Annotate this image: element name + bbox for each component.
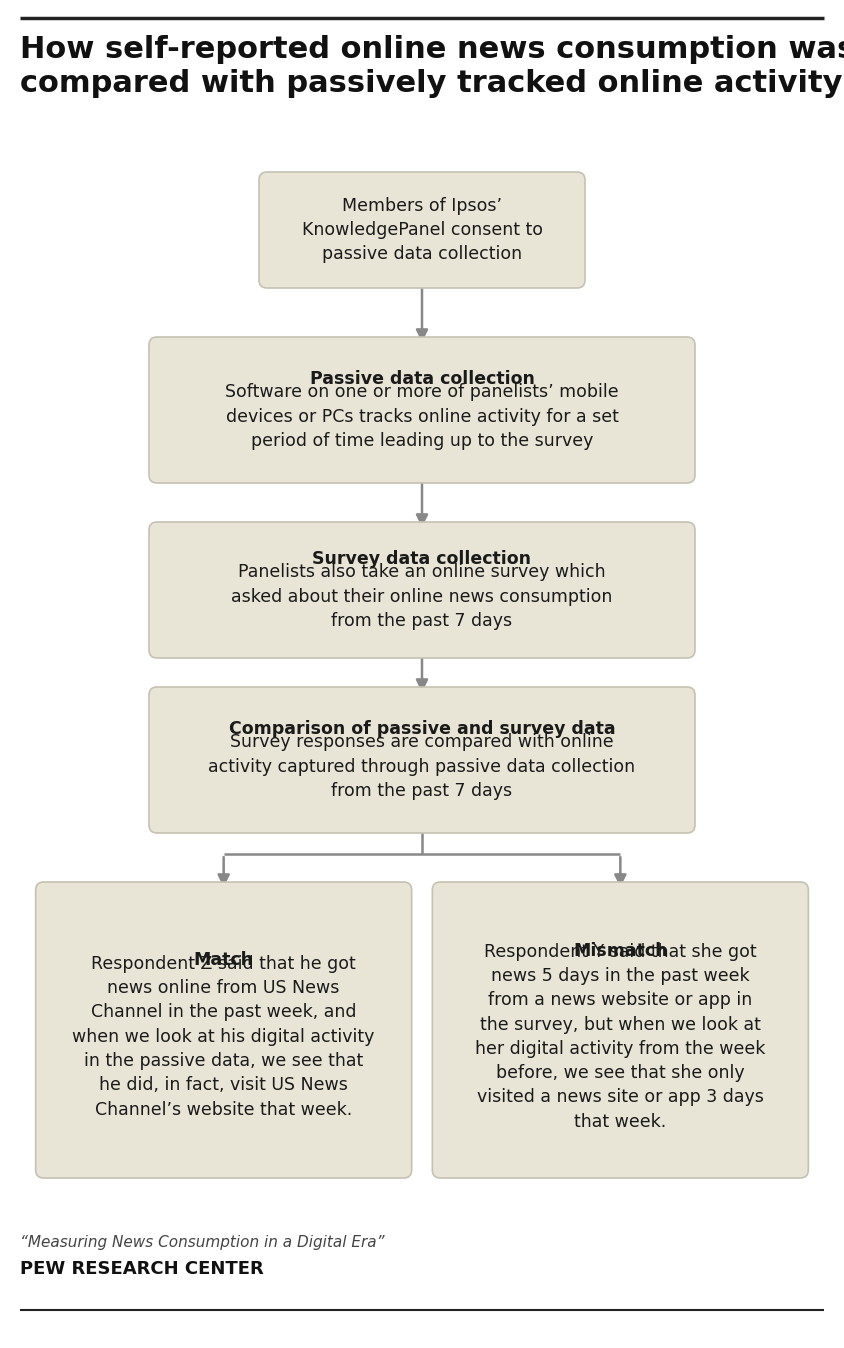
Text: Passive data collection: Passive data collection xyxy=(310,369,534,388)
Text: Mismatch: Mismatch xyxy=(573,941,668,960)
Text: Survey data collection: Survey data collection xyxy=(312,550,532,568)
Text: Comparison of passive and survey data: Comparison of passive and survey data xyxy=(229,720,615,737)
Text: Survey responses are compared with online
activity captured through passive data: Survey responses are compared with onlin… xyxy=(208,733,636,801)
FancyBboxPatch shape xyxy=(35,882,412,1178)
Text: Members of Ipsos’
KnowledgePanel consent to
passive data collection: Members of Ipsos’ KnowledgePanel consent… xyxy=(301,197,543,263)
FancyBboxPatch shape xyxy=(149,522,695,658)
FancyBboxPatch shape xyxy=(259,173,585,288)
FancyBboxPatch shape xyxy=(149,337,695,483)
Text: How self-reported online news consumption was
compared with passively tracked on: How self-reported online news consumptio… xyxy=(20,35,844,97)
Text: Match: Match xyxy=(193,952,254,969)
FancyBboxPatch shape xyxy=(432,882,809,1178)
Text: Panelists also take an online survey which
asked about their online news consump: Panelists also take an online survey whi… xyxy=(231,563,613,630)
Text: “Measuring News Consumption in a Digital Era”: “Measuring News Consumption in a Digital… xyxy=(20,1235,385,1250)
Text: Software on one or more of panelists’ mobile
devices or PCs tracks online activi: Software on one or more of panelists’ mo… xyxy=(225,383,619,450)
FancyBboxPatch shape xyxy=(149,687,695,833)
Text: PEW RESEARCH CENTER: PEW RESEARCH CENTER xyxy=(20,1260,263,1278)
Text: Respondent Z said that he got
news online from US News
Channel in the past week,: Respondent Z said that he got news onlin… xyxy=(73,954,375,1119)
Text: Respondent Y said that she got
news 5 days in the past week
from a news website : Respondent Y said that she got news 5 da… xyxy=(475,942,766,1131)
